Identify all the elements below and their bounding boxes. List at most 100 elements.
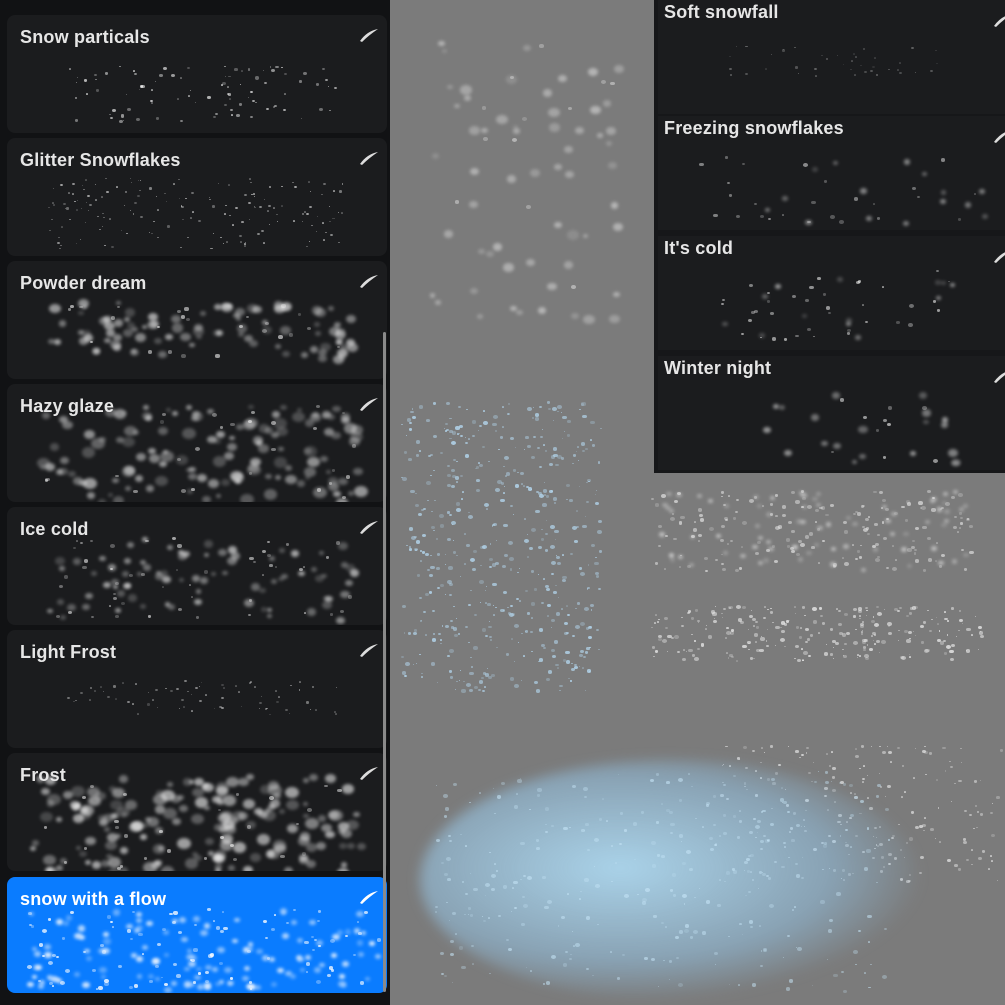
brush-item-frost[interactable]: Frost (7, 753, 387, 871)
snow-particle (543, 481, 545, 483)
snow-particle (303, 72, 307, 76)
brush-label: Snow particals (20, 27, 150, 47)
snow-particle (676, 492, 681, 496)
snow-particle (550, 545, 555, 549)
snow-particle (408, 527, 414, 532)
snow-particle (101, 860, 110, 867)
snow-particle (849, 845, 853, 848)
snow-particle (335, 329, 347, 339)
snow-particle (934, 837, 936, 839)
snow-particle (139, 85, 143, 88)
brush-item-snow-with-a-flow[interactable]: snow with a flow (7, 877, 387, 993)
snow-particle (409, 548, 413, 551)
snow-particle (470, 590, 472, 592)
snow-particle (523, 904, 529, 908)
snow-particle (186, 948, 193, 953)
brush-item-ice-cold[interactable]: Ice cold (7, 507, 387, 625)
snow-particle (318, 815, 327, 822)
snow-particle (41, 787, 51, 795)
snow-particle (477, 248, 485, 255)
brush-item-powder-dream[interactable]: Powder dream (7, 261, 387, 379)
snow-particle (79, 934, 86, 940)
snow-particle (520, 778, 522, 779)
snow-particle (165, 333, 173, 340)
brush-item-winter-night[interactable]: Winter night (658, 356, 1005, 470)
snow-particle (599, 818, 603, 821)
snow-particle (289, 973, 297, 979)
snow-particle (93, 348, 101, 354)
snow-particle (52, 187, 54, 189)
snow-particle (533, 435, 536, 438)
snow-particle (579, 898, 582, 901)
snow-particle (291, 411, 305, 423)
snow-particle (678, 521, 683, 525)
snow-particle (337, 828, 345, 835)
snow-particle (875, 794, 880, 798)
snow-particle (408, 458, 412, 462)
snow-particle (447, 465, 450, 468)
snow-particle (832, 767, 836, 770)
snow-particle (765, 512, 772, 517)
snow-particle (460, 498, 463, 500)
snow-particle (469, 689, 473, 693)
snow-particle (261, 549, 266, 554)
snow-particle (329, 110, 331, 111)
brush-item-soft-snowfall[interactable]: Soft snowfall (658, 0, 1005, 114)
snow-particle (154, 81, 156, 83)
snow-particle (499, 436, 504, 440)
snow-particle (285, 799, 299, 811)
snow-particle (865, 216, 872, 222)
snow-particle (879, 745, 881, 748)
snow-particle (157, 237, 159, 239)
brush-item-light-frost[interactable]: Light Frost (7, 630, 387, 748)
snow-particle (79, 480, 87, 487)
snow-particle (792, 295, 796, 299)
snow-particle (760, 635, 762, 637)
snow-particle (936, 507, 943, 512)
snow-particle (236, 324, 248, 333)
snow-particle (745, 857, 751, 862)
snow-particle (248, 462, 260, 472)
snow-particle (42, 928, 47, 933)
snow-particle (924, 745, 927, 748)
snow-particle (258, 206, 262, 209)
snow-particle (507, 540, 513, 545)
brush-item-its-cold[interactable]: It's cold (658, 236, 1005, 350)
snow-particle (681, 861, 686, 865)
snow-particle (812, 762, 815, 764)
stroke-icon (360, 767, 378, 780)
snow-particle (492, 524, 496, 527)
snow-particle (485, 585, 487, 587)
snow-particle (369, 941, 376, 947)
snow-particle (698, 887, 701, 890)
brush-item-hazy-glaze[interactable]: Hazy glaze (7, 384, 387, 502)
snow-particle (801, 313, 808, 319)
brush-item-freezing-snowflakes[interactable]: Freezing snowflakes (658, 116, 1005, 230)
snow-particle (79, 691, 83, 694)
snow-particle (179, 804, 189, 812)
snow-particle (248, 405, 254, 410)
snow-particle (126, 322, 135, 329)
snow-particle (454, 932, 458, 935)
snow-particle (562, 415, 567, 420)
snow-particle (305, 962, 311, 966)
snow-particle (857, 657, 859, 659)
snow-particle (177, 544, 182, 548)
snow-particle (429, 453, 434, 457)
snow-particle (761, 811, 764, 813)
snow-particle (867, 774, 869, 776)
snow-particle (448, 513, 452, 517)
snow-particle (907, 548, 912, 552)
snow-particle (121, 812, 128, 817)
snow-particle (191, 814, 204, 825)
brush-item-snow-particals[interactable]: Snow particals (7, 15, 387, 133)
scrollbar[interactable] (383, 332, 386, 992)
brush-item-glitter-snowflakes[interactable]: Glitter Snowflakes (7, 138, 387, 256)
snow-particle (486, 668, 489, 670)
snow-particle (139, 215, 143, 218)
snow-particle (549, 490, 553, 493)
snow-particle (129, 937, 133, 941)
snow-particle (762, 810, 766, 813)
stroke-icon (360, 521, 378, 534)
snow-particle (284, 866, 294, 871)
